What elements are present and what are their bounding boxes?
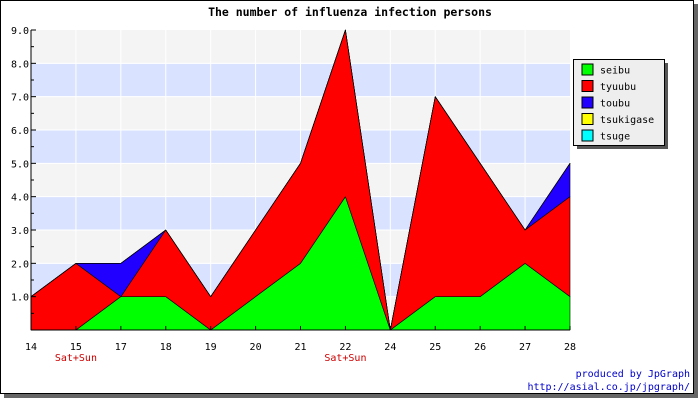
legend-swatch-tsuge — [581, 129, 594, 142]
area-series-group — [30, 29, 571, 331]
credit-line-2: http://asial.co.jp/jpgraph/ — [527, 382, 690, 393]
legend-swatch-toubu — [581, 96, 594, 109]
x-tick-label: 20 — [250, 342, 262, 353]
area-series-tsuge — [30, 29, 571, 331]
legend-swatch-tsukigase — [581, 113, 594, 125]
weekend-label: Sat+Sun — [324, 353, 366, 364]
x-tick-label: 28 — [564, 342, 576, 353]
y-tick-label: 1.0 — [11, 293, 29, 304]
weekend-labels: Sat+Sun Sat+Sun — [55, 353, 367, 364]
y-tick-label: 2.0 — [11, 259, 29, 270]
credit-line-1: produced by JpGraph — [576, 369, 690, 380]
legend-label-tyuubu: tyuubu — [600, 82, 636, 93]
x-tick-label: 22 — [339, 342, 351, 353]
x-tick-label: 21 — [294, 342, 306, 353]
legend-label-toubu: toubu — [600, 99, 630, 110]
y-tick-label: 4.0 — [11, 193, 29, 204]
legend-label-seibu: seibu — [600, 66, 630, 77]
x-tick-label: 25 — [429, 342, 441, 353]
x-tick-label: 18 — [160, 342, 172, 353]
y-tick-label: 9.0 — [11, 26, 29, 37]
legend: seibu tyuubu toubu tsukigase tsuge — [573, 59, 668, 149]
x-tick-label: 24 — [384, 342, 396, 353]
x-tick-label: 17 — [115, 342, 127, 353]
x-tick-label: 14 — [25, 342, 37, 353]
x-tick-label: 15 — [70, 342, 82, 353]
axes — [30, 29, 571, 331]
x-tick-labels: 14 15 17 18 19 20 21 22 24 25 26 27 28 — [25, 342, 576, 353]
legend-swatch-tyuubu — [581, 80, 594, 92]
x-tick-label: 26 — [474, 342, 486, 353]
y-tick-label: 7.0 — [11, 93, 29, 104]
x-tick-label: 27 — [519, 342, 531, 353]
y-tick-label: 8.0 — [11, 59, 29, 70]
y-tick-labels: 1.0 2.0 3.0 4.0 5.0 6.0 7.0 8.0 9.0 — [11, 26, 29, 304]
legend-items: seibu tyuubu toubu tsukigase tsuge — [581, 63, 654, 143]
chart-title: The number of influenza infection person… — [208, 5, 492, 19]
weekend-label: Sat+Sun — [55, 353, 97, 364]
legend-swatch-seibu — [581, 63, 594, 76]
y-tick-label: 5.0 — [11, 159, 29, 170]
x-tick-label: 19 — [205, 342, 217, 353]
legend-label-tsukigase: tsukigase — [600, 115, 654, 126]
legend-label-tsuge: tsuge — [600, 132, 630, 143]
y-tick-label: 6.0 — [11, 126, 29, 137]
y-tick-label: 3.0 — [11, 226, 29, 237]
